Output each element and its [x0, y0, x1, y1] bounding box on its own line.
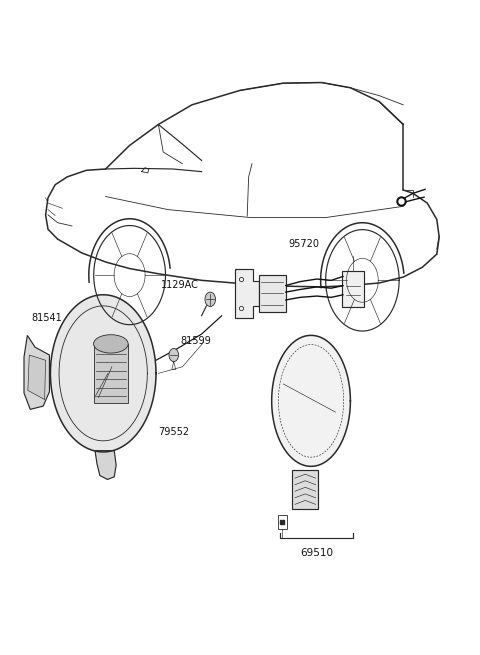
Text: 81541: 81541: [31, 312, 62, 323]
Bar: [277, 515, 287, 529]
Bar: [259, 275, 286, 312]
Text: 79552: 79552: [158, 427, 190, 438]
Polygon shape: [28, 355, 46, 400]
Text: 81599: 81599: [180, 335, 211, 346]
Text: 1129AC: 1129AC: [161, 280, 199, 290]
Circle shape: [205, 292, 216, 307]
Polygon shape: [272, 335, 350, 466]
Bar: [292, 470, 319, 509]
Text: 95720: 95720: [288, 239, 319, 249]
Polygon shape: [24, 335, 49, 409]
Circle shape: [169, 348, 179, 362]
Ellipse shape: [94, 335, 128, 353]
Polygon shape: [50, 295, 156, 452]
Text: 69510: 69510: [300, 548, 333, 558]
Polygon shape: [235, 269, 259, 318]
Bar: [94, 344, 128, 403]
Polygon shape: [95, 451, 116, 479]
FancyBboxPatch shape: [342, 271, 364, 307]
